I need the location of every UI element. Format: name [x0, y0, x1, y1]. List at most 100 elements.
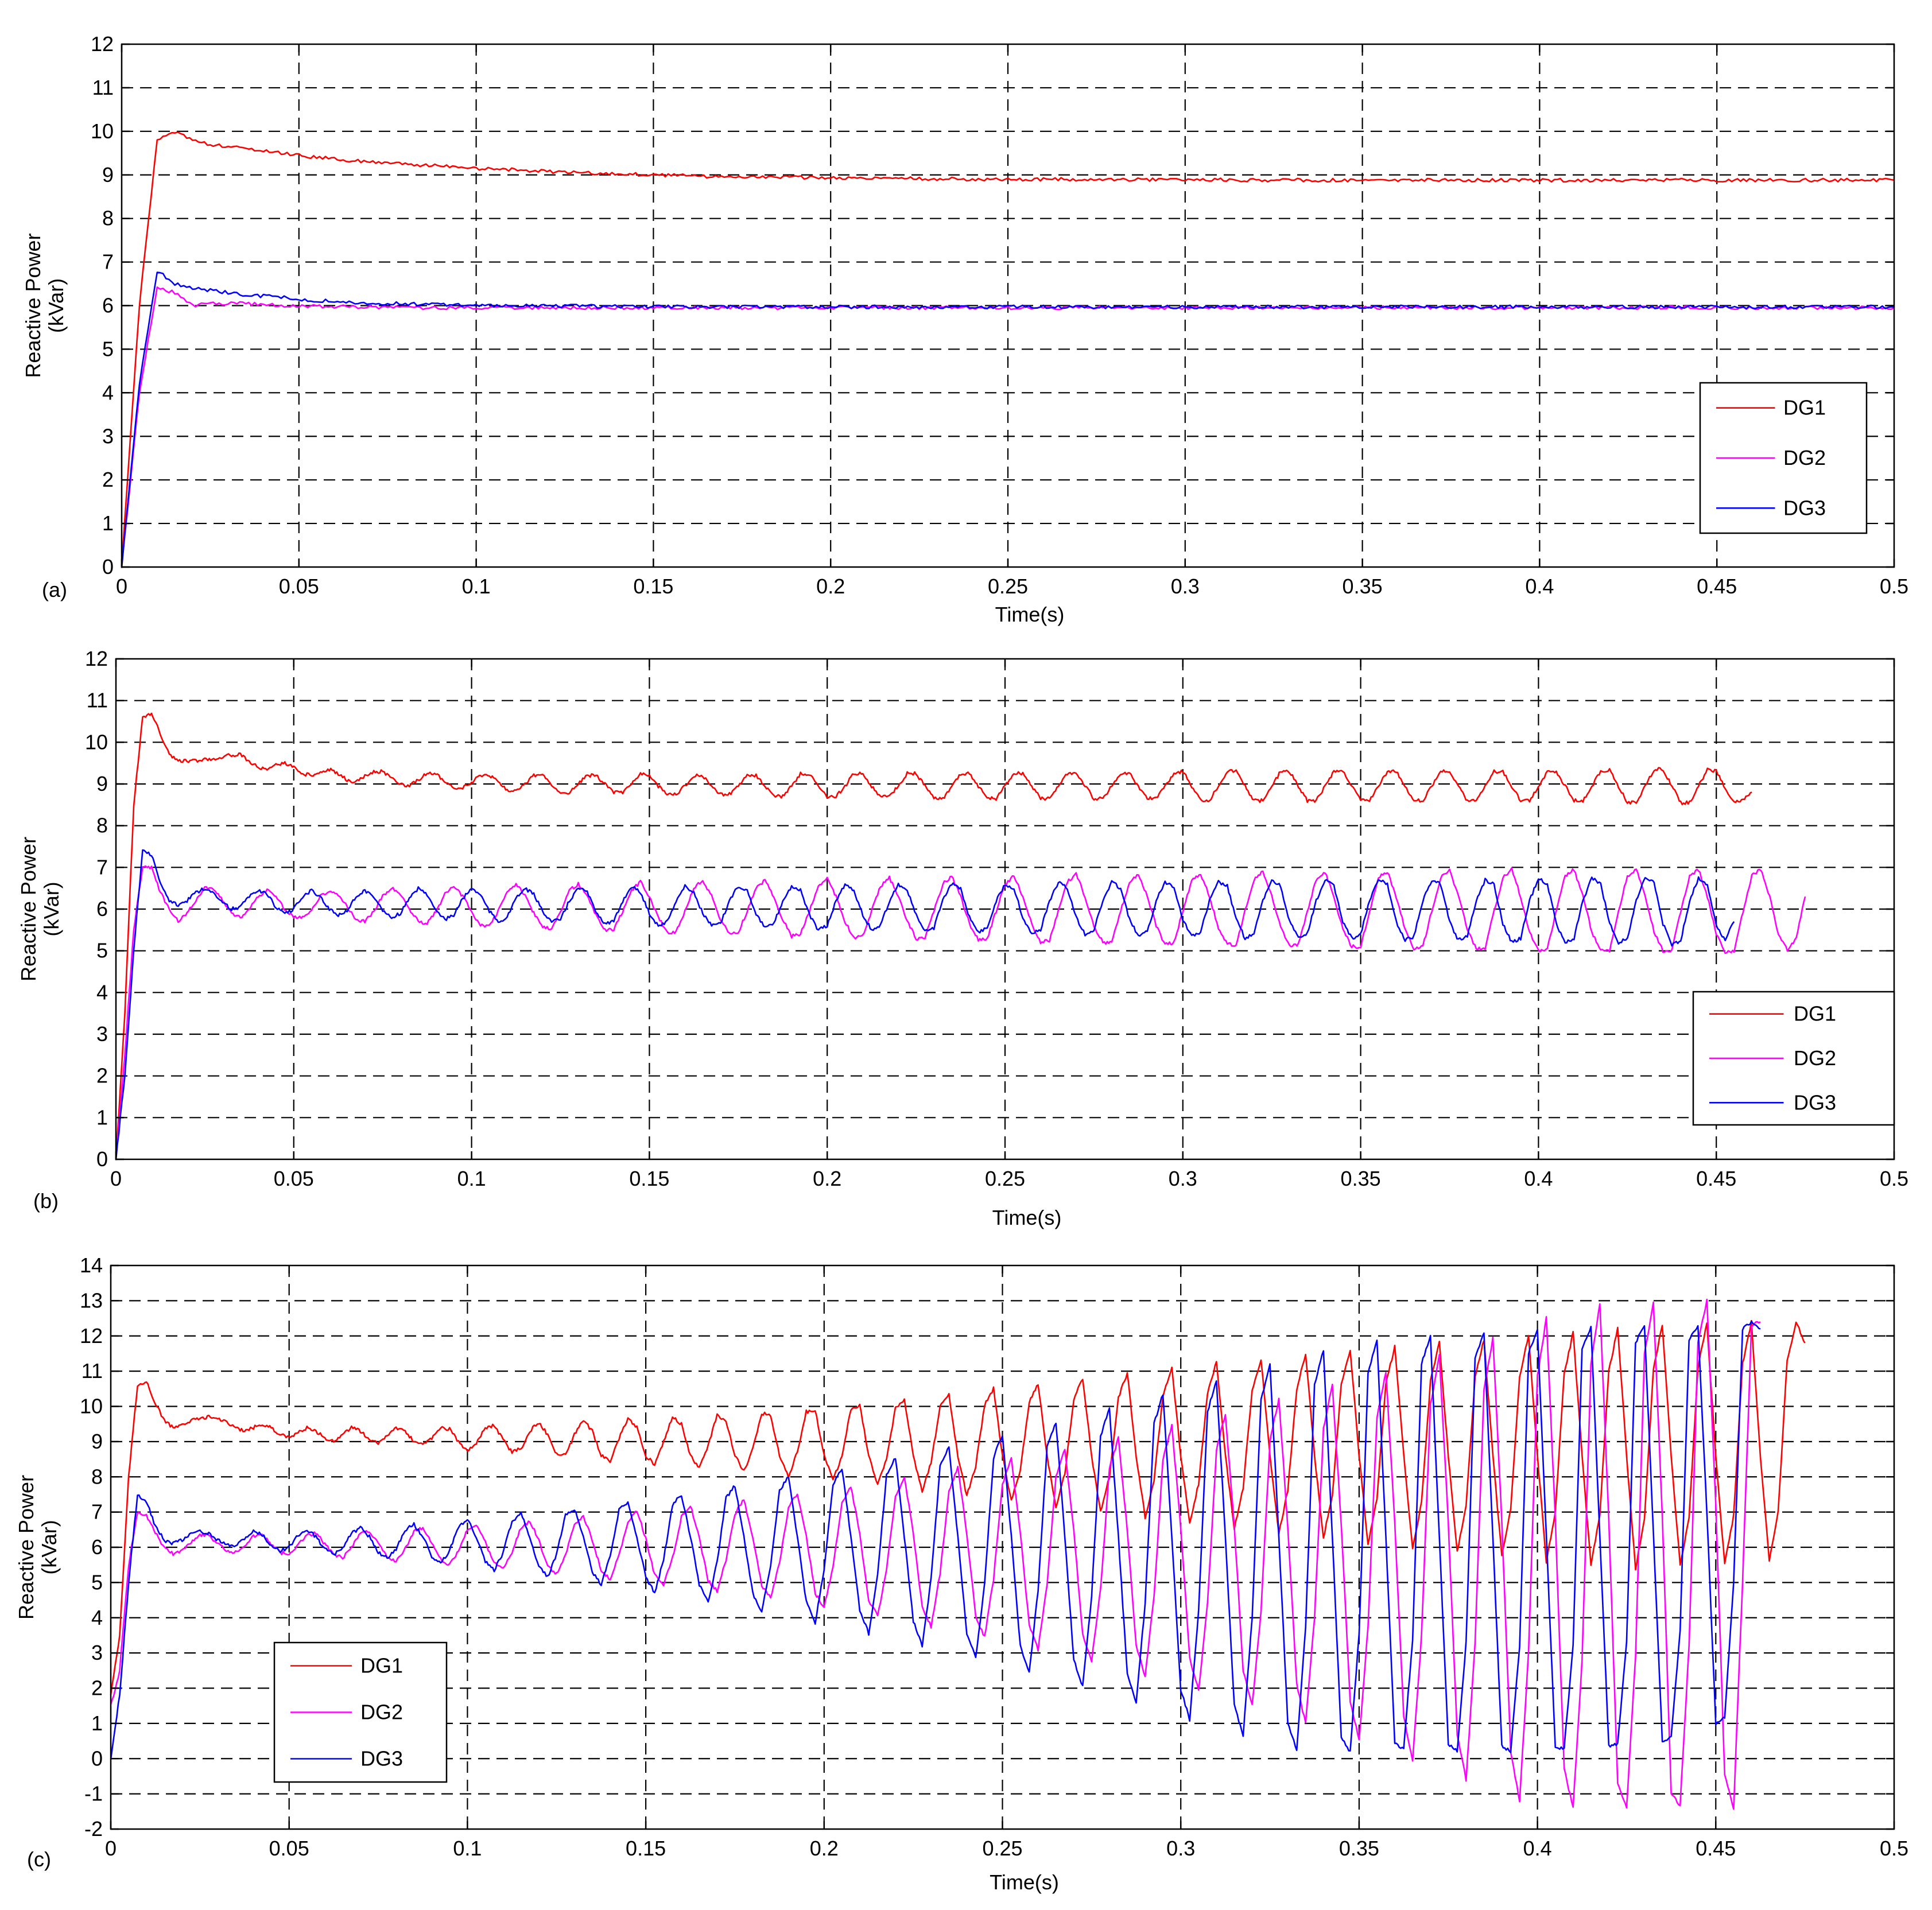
- y-tick-label: 8: [91, 1465, 103, 1488]
- y-tick-label: 8: [102, 207, 114, 230]
- x-tick-label: 0.35: [1341, 1167, 1381, 1190]
- x-tick-label: 0.25: [982, 1837, 1022, 1860]
- y-tick-label: 2: [91, 1676, 103, 1700]
- y-tick-label: 10: [91, 119, 114, 143]
- x-tick-label: 0.2: [810, 1837, 839, 1860]
- y-tick-label: 4: [96, 980, 108, 1004]
- y-tick-label: 6: [91, 1535, 103, 1559]
- y-tick-label: 0: [91, 1746, 103, 1770]
- y-tick-label: 3: [91, 1641, 103, 1664]
- y-tick-label: 5: [91, 1570, 103, 1594]
- x-tick-label: 0.15: [633, 574, 673, 598]
- x-tick-label: 0.25: [985, 1167, 1025, 1190]
- legend-label-dg2: DG2: [360, 1701, 403, 1724]
- y-tick-label: 11: [92, 76, 114, 99]
- legend: DG1 DG2 DG3: [273, 1641, 448, 1783]
- x-tick-label: 0.25: [988, 574, 1028, 598]
- series-line-dg2: [115, 865, 1806, 1158]
- panel-c: 0 0.05 0.1 0.15 0.2 0.25 0.3 0.35 0.4 0.45 0.5 -2 -1…: [14, 1253, 1908, 1894]
- y-tick-label: 6: [96, 897, 108, 921]
- y-tick-label: 10: [80, 1395, 103, 1418]
- y-tick-label: 7: [102, 250, 114, 274]
- y-tick-label: 14: [80, 1253, 103, 1277]
- legend-label-dg2: DG2: [1783, 446, 1826, 469]
- panel-label: (a): [42, 578, 67, 601]
- legend-label-dg1: DG1: [1783, 396, 1826, 420]
- legend-label-dg3: DG3: [360, 1747, 403, 1771]
- y-axis-label: Reactive Power(kVar): [21, 233, 68, 378]
- y-tick-label: 0: [102, 555, 114, 579]
- x-tick-label: 0.45: [1696, 1167, 1736, 1190]
- y-tick-label: 8: [96, 814, 108, 837]
- x-tick-label: 0.5: [1880, 1167, 1908, 1190]
- y-tick-label: 1: [96, 1105, 108, 1129]
- y-tick-label: 10: [85, 730, 108, 754]
- y-tick-label: 2: [96, 1064, 108, 1088]
- y-tick-label: 9: [96, 772, 108, 795]
- panel-label: (c): [27, 1847, 51, 1871]
- x-tick-label: 0.3: [1166, 1837, 1195, 1860]
- y-tick-label: 7: [96, 855, 108, 879]
- x-axis-label: Time(s): [990, 1870, 1059, 1894]
- y-tick-label: 4: [91, 1606, 103, 1629]
- x-tick-label: 0.3: [1169, 1167, 1197, 1190]
- x-tick-label: 0.15: [629, 1167, 669, 1190]
- x-tick-label: 0.4: [1523, 1837, 1552, 1860]
- y-tick-label: 4: [102, 381, 114, 404]
- x-tick-label: 0.4: [1525, 574, 1554, 598]
- legend-label-dg2: DG2: [1794, 1046, 1836, 1070]
- legend-label-dg1: DG1: [1794, 1002, 1836, 1026]
- y-tick-label: 7: [91, 1500, 103, 1524]
- legend-label-dg3: DG3: [1783, 496, 1826, 519]
- y-tick-label: 0: [96, 1147, 108, 1171]
- y-tick-label: 12: [85, 647, 108, 670]
- x-tick-label: 0.15: [626, 1837, 666, 1860]
- x-tick-label: 0.2: [816, 574, 845, 598]
- y-tick-label: 12: [80, 1324, 103, 1348]
- x-tick-label: 0.5: [1880, 574, 1908, 598]
- x-tick-label: 0.05: [274, 1167, 314, 1190]
- x-tick-label: 0.45: [1696, 1837, 1736, 1860]
- series-line-dg1: [121, 131, 1895, 567]
- x-tick-label: 0: [116, 574, 127, 598]
- panel-a: 0 0.05 0.1 0.15 0.2 0.25 0.3 0.35 0.4 0.45 0.50123…: [21, 32, 1908, 626]
- y-tick-label: 2: [102, 468, 114, 491]
- y-tick-label: -1: [84, 1782, 103, 1806]
- legend: DG1 DG2 DG3: [1692, 991, 1895, 1126]
- x-tick-label: 0.2: [813, 1167, 841, 1190]
- y-axis-label: Reactive Power(kVar): [17, 837, 63, 981]
- x-tick-label: 0.3: [1171, 574, 1200, 598]
- y-tick-label: 1: [102, 511, 114, 535]
- x-tick-label: 0: [110, 1167, 122, 1190]
- y-tick-label: -2: [84, 1817, 103, 1841]
- y-axis-label: Reactive Power(kVar): [14, 1475, 61, 1620]
- legend: DG1 DG2 DG3: [1699, 382, 1868, 534]
- x-axis-label: Time(s): [992, 1206, 1062, 1229]
- y-tick-label: 11: [87, 689, 108, 712]
- y-tick-label: 9: [102, 163, 114, 187]
- y-tick-label: 9: [91, 1430, 103, 1453]
- x-tick-label: 0.1: [457, 1167, 486, 1190]
- series-line-dg3: [115, 849, 1735, 1160]
- y-tick-label: 13: [80, 1288, 103, 1312]
- x-tick-label: 0.1: [453, 1837, 482, 1860]
- series-line-dg1: [110, 1319, 1806, 1695]
- x-tick-label: 0: [105, 1837, 117, 1860]
- x-tick-label: 0.5: [1880, 1837, 1908, 1860]
- y-tick-label: 11: [82, 1359, 103, 1383]
- y-tick-label: 6: [102, 294, 114, 317]
- series-line-dg3: [121, 271, 1895, 568]
- x-tick-label: 0.35: [1339, 1837, 1379, 1860]
- panel-b: 0 0.05 0.1 0.15 0.2 0.25 0.3 0.35 0.4 0.45 0.50123…: [17, 647, 1908, 1229]
- x-tick-label: 0.05: [279, 574, 319, 598]
- panel-label: (b): [33, 1189, 59, 1213]
- series-line-dg1: [115, 712, 1752, 1159]
- x-tick-label: 0.45: [1697, 574, 1737, 598]
- y-tick-label: 5: [96, 939, 108, 962]
- x-tick-label: 0.35: [1343, 574, 1383, 598]
- x-tick-label: 0.05: [269, 1837, 309, 1860]
- series-line-dg3: [110, 1320, 1761, 1760]
- y-tick-label: 3: [102, 424, 114, 448]
- y-tick-label: 3: [96, 1022, 108, 1046]
